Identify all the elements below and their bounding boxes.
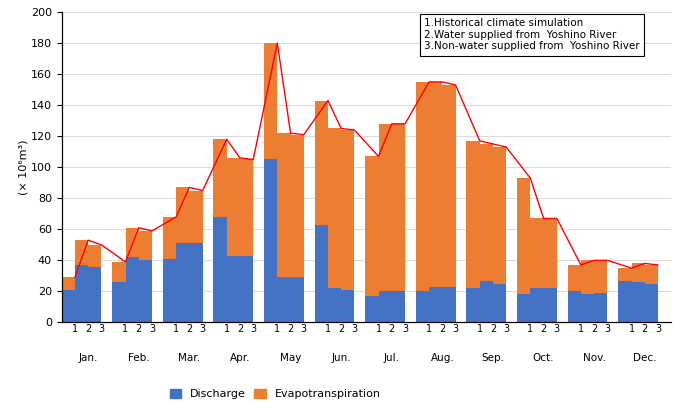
Y-axis label: (× 10⁶m³): (× 10⁶m³) (18, 139, 28, 195)
Bar (517, 178, 530, 295)
Bar (365, 156, 379, 296)
Bar (125, 257, 139, 322)
Bar (189, 191, 203, 243)
Text: Feb.: Feb. (128, 353, 149, 363)
Bar (112, 282, 125, 322)
Bar (443, 287, 456, 322)
Bar (568, 265, 581, 291)
Bar (214, 217, 227, 322)
Bar (392, 124, 405, 291)
Bar (240, 160, 253, 256)
Bar (619, 280, 632, 322)
Bar (379, 124, 392, 291)
Bar (429, 287, 443, 322)
Bar (314, 224, 328, 322)
Bar (379, 291, 392, 322)
Bar (594, 260, 608, 293)
Bar (544, 218, 557, 288)
Bar (328, 288, 341, 322)
Text: Mar.: Mar. (178, 353, 201, 363)
Bar (530, 218, 544, 288)
Bar (416, 291, 429, 322)
Bar (581, 295, 594, 322)
Bar (581, 260, 594, 295)
Bar (240, 256, 253, 322)
Bar (62, 290, 75, 322)
Text: Apr.: Apr. (229, 353, 250, 363)
Bar (632, 282, 645, 322)
Bar (568, 291, 581, 322)
Bar (214, 139, 227, 217)
Bar (341, 130, 354, 290)
Bar (112, 262, 125, 282)
Bar (645, 265, 658, 284)
Bar (125, 228, 139, 257)
Bar (429, 82, 443, 287)
Bar (517, 295, 530, 322)
Bar (163, 217, 176, 259)
Bar (314, 100, 328, 224)
Bar (544, 288, 557, 322)
Bar (264, 43, 277, 160)
Bar (227, 158, 240, 256)
Bar (163, 259, 176, 322)
Bar (264, 160, 277, 322)
Text: May: May (280, 353, 301, 363)
Bar (75, 240, 88, 265)
Text: 1.Historical climate simulation
2.Water supplied from  Yoshino River
3.Non-water: 1.Historical climate simulation 2.Water … (425, 18, 640, 52)
Bar (88, 266, 101, 322)
Bar (493, 147, 506, 284)
Text: Sep.: Sep. (482, 353, 504, 363)
Bar (416, 82, 429, 291)
Bar (62, 277, 75, 290)
Bar (189, 243, 203, 322)
Bar (632, 264, 645, 282)
Bar (530, 288, 544, 322)
Bar (328, 129, 341, 288)
Bar (645, 284, 658, 322)
Bar (227, 256, 240, 322)
Bar (139, 231, 152, 260)
Bar (290, 277, 304, 322)
Bar (594, 293, 608, 322)
Bar (139, 260, 152, 322)
Bar (479, 280, 493, 322)
Text: Nov.: Nov. (583, 353, 606, 363)
Bar (392, 291, 405, 322)
Text: Jun.: Jun. (332, 353, 351, 363)
Bar (479, 144, 493, 280)
Text: Jan.: Jan. (79, 353, 98, 363)
Bar (277, 133, 290, 277)
Bar (493, 284, 506, 322)
Text: Dec.: Dec. (633, 353, 656, 363)
Bar (176, 243, 189, 322)
Bar (88, 245, 101, 266)
Bar (277, 277, 290, 322)
Bar (466, 288, 479, 322)
Bar (365, 296, 379, 322)
Text: Jul.: Jul. (384, 353, 400, 363)
Bar (176, 187, 189, 243)
Legend: Discharge, Evapotranspiration: Discharge, Evapotranspiration (165, 385, 385, 403)
Bar (75, 265, 88, 322)
Bar (443, 85, 456, 287)
Bar (341, 290, 354, 322)
Bar (290, 135, 304, 277)
Bar (619, 268, 632, 280)
Text: Aug.: Aug. (430, 353, 454, 363)
Text: Oct.: Oct. (533, 353, 554, 363)
Bar (466, 141, 479, 288)
